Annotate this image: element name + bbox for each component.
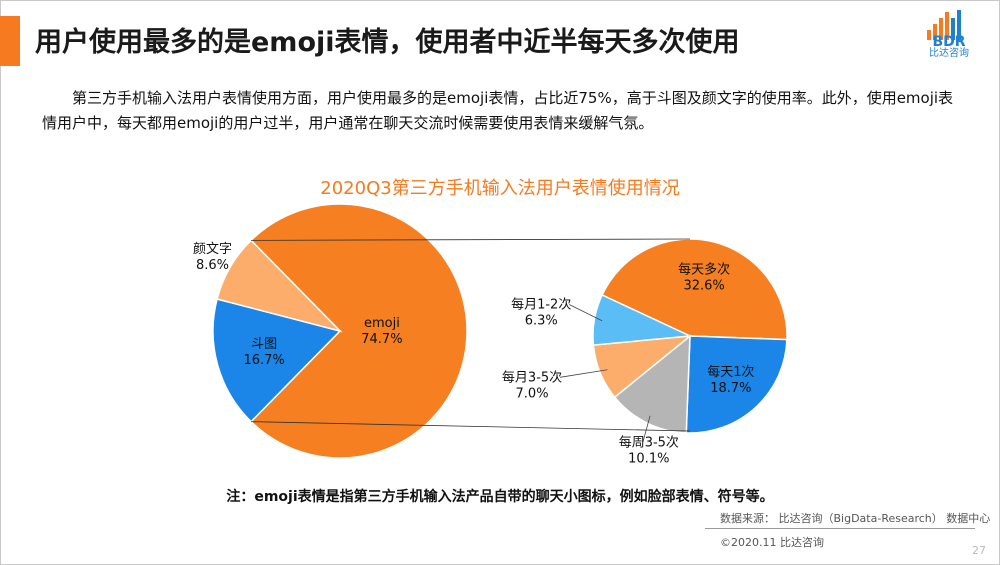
right-pie-slice-0 xyxy=(601,238,788,341)
logo-text: 比达咨询 xyxy=(929,48,969,59)
right-pie-slice-2 xyxy=(613,334,691,434)
right-pie-label-4: 每月1-2次 6.3% xyxy=(511,296,571,328)
right-pie-label-0: 每天多次 32.6% xyxy=(678,262,730,294)
title-accent-bar xyxy=(0,16,20,66)
chart-title: 2020Q3第三方手机输入法用户表情使用情况 xyxy=(320,178,680,199)
page-number: 27 xyxy=(972,544,986,557)
data-source: 数据来源： 比达咨询（BigData-Research） 数据中心 xyxy=(720,512,991,525)
right-pie-label-3: 每月3-5次 7.0% xyxy=(502,369,562,401)
copyright: ©2020.11 比达咨询 xyxy=(720,536,824,549)
left-pie-label-2: 颜文字 8.6% xyxy=(193,241,232,273)
right-pie-label-2: 每周3-5次 10.1% xyxy=(619,434,679,466)
footer-divider xyxy=(705,528,975,529)
left-pie-slice-0 xyxy=(249,203,468,459)
left-pie-slice-2 xyxy=(216,239,343,333)
left-pie-label-0: emoji 74.7% xyxy=(361,316,402,347)
connector-line-bottom xyxy=(251,421,691,432)
left-pie-slice-1 xyxy=(212,298,342,423)
bdr-logo: BDR 比达咨询 xyxy=(905,6,993,74)
left-pie-label-1: 斗图 16.7% xyxy=(243,337,284,368)
right-pie-slice-1 xyxy=(685,335,788,434)
footnote: 注：emoji表情是指第三方手机输入法产品自带的聊天小图标，例如脸部表情、符号等… xyxy=(226,489,774,505)
connector-line-top xyxy=(251,238,691,241)
right-pie-leader-2 xyxy=(642,415,651,443)
right-pie-leader-3 xyxy=(559,369,608,378)
intro-paragraph: 第三方手机输入法用户表情使用方面，用户使用最多的是emoji表情，占比近75%，… xyxy=(42,89,954,132)
page-title: 用户使用最多的是emoji表情，使用者中近半每天多次使用 xyxy=(35,27,740,58)
right-pie-slice-4 xyxy=(592,294,693,346)
right-pie-label-1: 每天1次 18.7% xyxy=(707,364,754,396)
right-pie-leader-4 xyxy=(569,304,603,322)
